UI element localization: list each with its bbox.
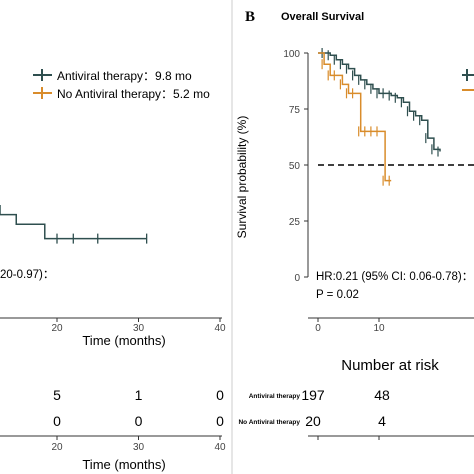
panel-a-treated-line: [0, 205, 147, 240]
panel-a-risk-value: 0: [216, 387, 224, 403]
panel-b-y-tick-label: 75: [289, 105, 301, 116]
panel-b-y-tick-label: 25: [289, 217, 301, 228]
panel-b-y-tick-label: 0: [294, 273, 300, 284]
risk-row-label: No Antiviral therapy: [238, 419, 300, 426]
panel-b-risk-value: 20: [305, 413, 321, 429]
panel-b-title: Overall Survival: [281, 11, 364, 23]
panel-a-risk-value: 5: [53, 387, 61, 403]
legend-entry-untreated: No Antiviral therapy：5.2 mo: [57, 87, 210, 101]
panel-a-risk-value: 0: [216, 413, 224, 429]
panel-a-curve: [0, 205, 148, 244]
panel-b-legend-partial: [462, 69, 474, 91]
panel-a: Antiviral therapy：9.8 mo No Antiviral th…: [0, 69, 226, 472]
panel-a-risk-value: 1: [135, 387, 143, 403]
panel-a-risk-tick-label: 30: [133, 442, 145, 453]
panel-a-x-ticks: 20 30 40: [51, 318, 226, 334]
panel-b-x-tick-label: 0: [315, 323, 321, 334]
panel-b-risk-x-ticks: [317, 436, 380, 440]
panel-a-x-label: Time (months): [82, 333, 165, 348]
panel-a-risk-table: 5 1 0 0 0 0: [53, 387, 224, 429]
panel-a-x-tick-label: 40: [214, 323, 226, 334]
panel-b-p-annotation: P = 0.02: [316, 289, 359, 301]
panel-b-untreated-line: [318, 52, 392, 182]
panel-b-y-tick-label: 100: [283, 49, 300, 60]
panel-a-risk-x-label: Time (months): [82, 457, 165, 472]
risk-row-label: Antiviral therapy: [249, 393, 301, 400]
panel-b-risk-value: 48: [374, 387, 390, 403]
panel-b: B Overall Survival Survival probability …: [235, 9, 474, 440]
panel-a-annotation: 20-0.97)：: [0, 269, 54, 281]
panel-a-x-tick-label: 30: [133, 323, 145, 334]
panel-a-risk-x-ticks: 20 30 40: [51, 436, 226, 453]
panel-b-risk-value: 197: [301, 387, 325, 403]
panel-a-risk-tick-label: 20: [51, 442, 63, 453]
panel-a-risk-value: 0: [53, 413, 61, 429]
panel-a-risk-value: 0: [135, 413, 143, 429]
panel-b-hr-annotation: HR:0.21 (95% CI: 0.06-0.78)：: [316, 271, 473, 283]
risk-table-title: Number at risk: [341, 357, 439, 374]
panel-b-x-ticks: 0 10: [315, 318, 385, 334]
panel-b-risk-value: 4: [378, 413, 386, 429]
panel-b-y-label: Survival probability (%): [235, 116, 249, 239]
panel-b-letter: B: [245, 9, 255, 25]
panel-b-y-tick-label: 50: [289, 161, 301, 172]
panel-b-treated-line: [318, 52, 441, 152]
panel-b-risk-table: Antiviral therapy 197 48 No Antiviral thera…: [238, 387, 390, 429]
panel-a-x-tick-label: 20: [51, 323, 63, 334]
panel-b-curves: [318, 48, 441, 186]
panel-a-legend: Antiviral therapy：9.8 mo No Antiviral th…: [33, 69, 210, 101]
panel-b-x-tick-label: 10: [373, 323, 385, 334]
legend-entry-treated: Antiviral therapy：9.8 mo: [57, 69, 192, 83]
panel-b-y-ticks: 0 25 50 75 100: [283, 49, 308, 284]
panel-a-risk-tick-label: 40: [214, 442, 226, 453]
